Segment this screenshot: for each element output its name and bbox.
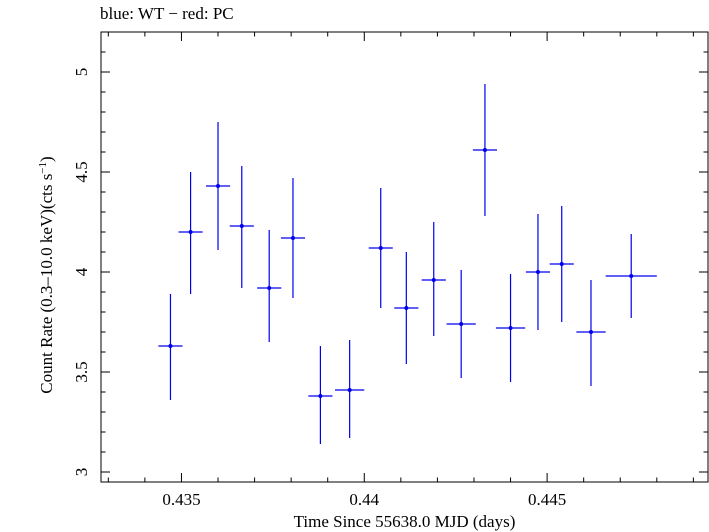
y-tick-label: 4 bbox=[72, 267, 91, 276]
point-marker bbox=[188, 230, 193, 234]
data-point bbox=[335, 340, 365, 438]
data-point bbox=[605, 234, 657, 318]
point-marker bbox=[168, 344, 173, 348]
x-tick-label: 0.44 bbox=[349, 490, 379, 509]
point-marker bbox=[347, 388, 352, 392]
data-point bbox=[495, 274, 526, 382]
data-point bbox=[525, 214, 551, 330]
point-marker bbox=[629, 274, 634, 278]
y-axis-label-main: Count Rate (0.3–10.0 keV)(cts s bbox=[37, 174, 56, 394]
point-marker bbox=[239, 224, 244, 228]
point-marker bbox=[290, 236, 295, 240]
plot-frame bbox=[100, 31, 709, 483]
point-marker bbox=[216, 184, 221, 188]
y-axis-label: Count Rate (0.3–10.0 keV)(cts s−1) bbox=[37, 156, 56, 393]
x-axis-label: Time Since 55638.0 MJD (days) bbox=[294, 512, 516, 531]
point-marker bbox=[482, 148, 487, 152]
data-point bbox=[368, 188, 393, 308]
chart-annotation: blue: WT − red: PC bbox=[100, 4, 234, 23]
data-point bbox=[394, 252, 419, 364]
point-marker bbox=[535, 270, 540, 274]
y-tick-label: 3.5 bbox=[72, 361, 91, 382]
point-marker bbox=[459, 322, 464, 326]
x-tick-label: 0.445 bbox=[528, 490, 566, 509]
point-marker bbox=[318, 394, 323, 398]
y-axis-label-close: ) bbox=[37, 156, 56, 162]
axis-ticks: 0.435 0.44 0.445 3 3.5 4 4.5 5 bbox=[72, 31, 708, 509]
y-tick-label: 4.5 bbox=[72, 161, 91, 182]
point-marker bbox=[588, 330, 593, 334]
data-point bbox=[178, 172, 203, 294]
y-tick-label: 5 bbox=[72, 68, 91, 77]
y-tick-label: 3 bbox=[72, 468, 91, 477]
data-point bbox=[205, 122, 231, 250]
point-marker bbox=[508, 326, 513, 330]
data-point bbox=[308, 346, 333, 444]
y-axis-label-superscript: −1 bbox=[37, 162, 49, 174]
data-point bbox=[280, 178, 306, 298]
data-point bbox=[158, 294, 183, 400]
data-point bbox=[549, 206, 574, 322]
point-marker bbox=[431, 278, 436, 282]
point-marker bbox=[404, 306, 409, 310]
data-points bbox=[158, 84, 657, 444]
point-marker bbox=[559, 262, 564, 266]
data-point bbox=[421, 222, 446, 336]
x-tick-label: 0.435 bbox=[162, 490, 200, 509]
data-point bbox=[229, 166, 254, 288]
data-point bbox=[446, 270, 476, 378]
data-point bbox=[257, 230, 282, 342]
data-point bbox=[576, 280, 606, 386]
point-marker bbox=[378, 246, 383, 250]
point-marker bbox=[267, 286, 272, 290]
data-point bbox=[472, 84, 498, 216]
